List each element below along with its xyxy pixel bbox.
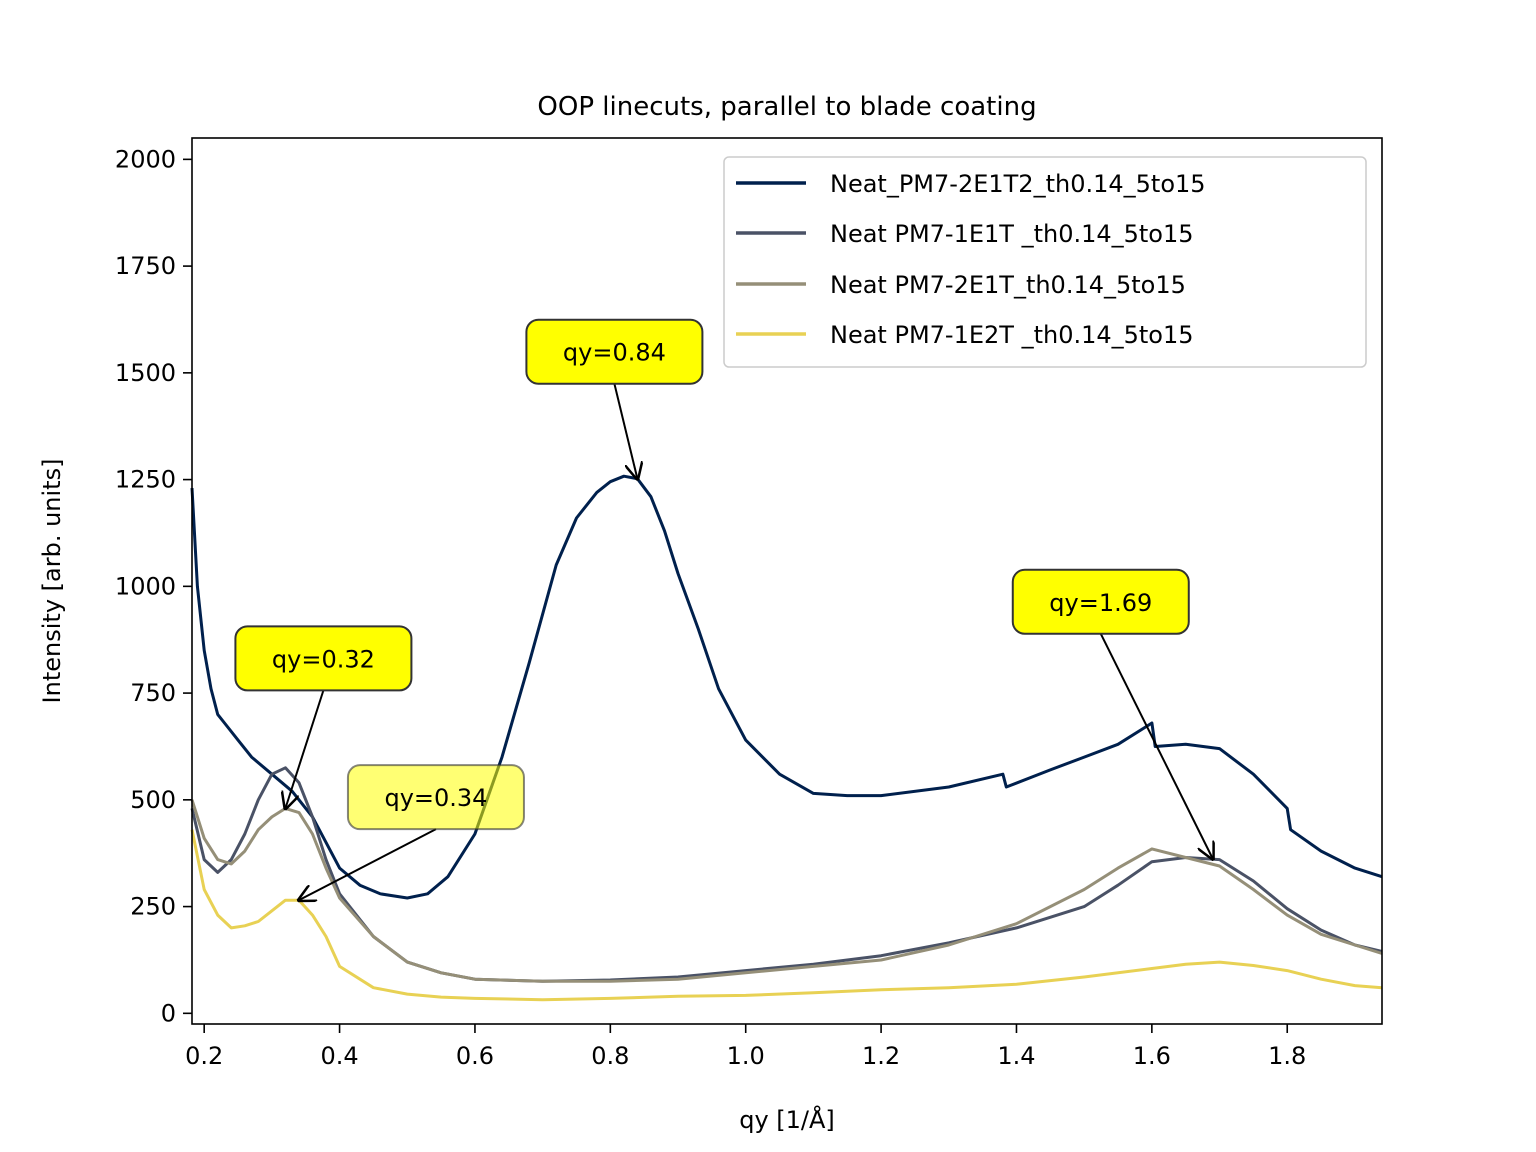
y-tick-label: 0 xyxy=(161,999,176,1027)
annotation-callout: qy=0.34 xyxy=(299,764,525,900)
annotation-arrow xyxy=(285,690,325,808)
legend-label: Neat_PM7-2E1T2_th0.14_5to15 xyxy=(830,170,1206,198)
annotation-callout: qy=0.84 xyxy=(525,318,704,479)
annotation-label: qy=1.69 xyxy=(1049,589,1152,617)
y-tick-label: 1000 xyxy=(115,572,176,600)
annotation-callout: qy=0.32 xyxy=(234,625,413,808)
x-tick-label: 1.4 xyxy=(997,1042,1035,1070)
x-tick-label: 1.6 xyxy=(1133,1042,1171,1070)
legend-label: Neat PM7-2E1T_th0.14_5to15 xyxy=(830,271,1186,299)
y-axis-label: Intensity [arb. units] xyxy=(38,459,66,704)
annotation-box xyxy=(525,318,704,385)
annotation-label: qy=0.84 xyxy=(563,339,666,367)
annotation-box xyxy=(1011,568,1190,635)
x-axis: 0.2 0.4 0.6 0.8 1.0 1.2 1.4 1.6 1.8 xyxy=(185,1024,1306,1070)
x-tick-label: 1.8 xyxy=(1268,1042,1306,1070)
annotation-arrow xyxy=(299,828,437,900)
y-tick-label: 250 xyxy=(130,893,176,921)
x-tick-label: 0.4 xyxy=(320,1042,358,1070)
x-tick-label: 1.2 xyxy=(862,1042,900,1070)
x-axis-label: qy [1/Å] xyxy=(739,1105,835,1134)
annotation-box xyxy=(346,764,525,831)
x-tick-label: 0.8 xyxy=(591,1042,629,1070)
y-tick-label: 750 xyxy=(130,679,176,707)
x-tick-label: 0.6 xyxy=(456,1042,494,1070)
annotation-label: qy=0.32 xyxy=(272,645,375,673)
annotation-callout: qy=1.69 xyxy=(1011,568,1213,859)
y-tick-label: 1500 xyxy=(115,359,176,387)
x-tick-label: 0.2 xyxy=(185,1042,223,1070)
y-tick-label: 2000 xyxy=(115,145,176,173)
series-line-1 xyxy=(190,474,1383,900)
legend-label: Neat PM7-1E2T _th0.14_5to15 xyxy=(830,321,1194,349)
legend: Neat_PM7-2E1T2_th0.14_5to15 Neat PM7-1E1… xyxy=(723,156,1367,368)
series-line-4 xyxy=(190,829,1383,1002)
chart-title: OOP linecuts, parallel to blade coating xyxy=(537,92,1036,122)
y-tick-label: 1250 xyxy=(115,466,176,494)
annotation-box xyxy=(234,625,413,692)
legend-label: Neat PM7-1E1T _th0.14_5to15 xyxy=(830,220,1194,248)
x-tick-label: 1.0 xyxy=(727,1042,765,1070)
y-tick-label: 500 xyxy=(130,786,176,814)
annotation-label: qy=0.34 xyxy=(384,784,487,812)
annotation-arrow xyxy=(1099,633,1213,859)
plot-frame xyxy=(191,137,1383,1025)
y-tick-label: 1750 xyxy=(115,252,176,280)
annotations: qy=0.32 qy=0.34 qy=0.84 qy=1.69 xyxy=(234,318,1213,900)
y-axis: 0 250 500 750 1000 1250 1500 1750 2000 xyxy=(115,145,192,1027)
annotation-arrow xyxy=(613,383,637,479)
legend-box xyxy=(723,156,1367,368)
